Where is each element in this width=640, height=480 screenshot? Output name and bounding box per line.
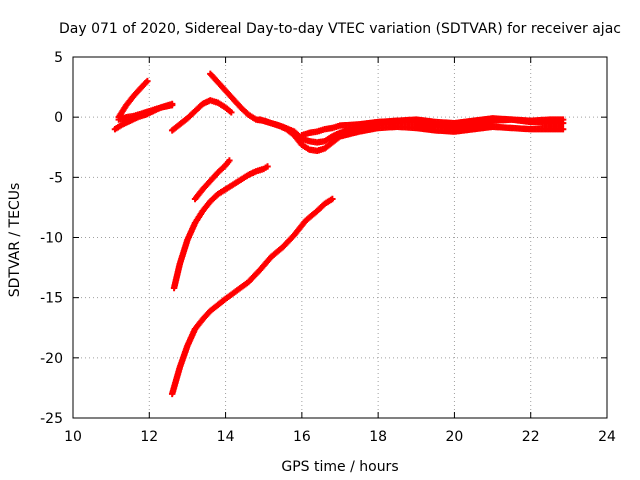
x-tick-label: 22: [522, 429, 540, 445]
chart-title: Day 071 of 2020, Sidereal Day-to-day VTE…: [59, 21, 621, 37]
x-tick-label: 24: [598, 429, 616, 445]
data-point-interp: [558, 119, 565, 127]
x-tick-label: 18: [369, 429, 387, 445]
data-point-interp: [143, 79, 150, 86]
data-point-interp: [226, 107, 234, 115]
series-arc-5: [207, 70, 567, 155]
x-axis-title: GPS time / hours: [281, 459, 398, 475]
y-tick-label: -20: [40, 351, 63, 367]
series-arc-7: [298, 116, 567, 139]
series-arc-4: [168, 97, 235, 134]
data-point-interp: [558, 126, 565, 133]
axis-ticks: 10 12 14 16 18 20 22 24 -25 -20 -15 -10 -5 0 5: [40, 50, 616, 445]
data-point-interp: [304, 145, 312, 152]
data-point-interp: [251, 168, 258, 176]
y-tick-label: 0: [54, 110, 63, 126]
data-point-interp: [319, 138, 327, 145]
data-point-interp: [167, 101, 174, 108]
y-tick-label: -25: [40, 411, 63, 427]
y-axis-title: SDTVAR / TECUs: [7, 183, 23, 298]
series-arc-9: [170, 163, 271, 292]
data-point-interp: [151, 106, 159, 113]
x-tick-label: 14: [217, 429, 235, 445]
x-tick-label: 16: [293, 429, 311, 445]
y-tick-label: -5: [49, 170, 63, 186]
data-point-interp: [136, 110, 143, 118]
x-tick-label: 12: [140, 429, 158, 445]
data-point-interp: [224, 158, 232, 166]
series-arc-10: [168, 195, 336, 398]
data-point-interp: [144, 108, 151, 115]
series-arc-8: [191, 157, 233, 203]
y-tick-label: -10: [40, 231, 63, 247]
y-tick-label: -15: [40, 291, 63, 307]
data-series-layer: [111, 70, 567, 398]
grid-lines: [73, 57, 607, 418]
data-point-interp: [266, 119, 273, 126]
y-tick-label: 5: [54, 50, 63, 66]
series-arc-3: [115, 100, 176, 123]
data-point-interp: [262, 164, 269, 171]
x-tick-label: 20: [446, 429, 464, 445]
data-point-interp: [258, 166, 266, 173]
x-tick-label: 10: [64, 429, 82, 445]
data-point-interp: [212, 98, 220, 106]
data-point-interp: [277, 123, 285, 130]
data-point-interp: [159, 103, 166, 111]
data-point-interp: [251, 115, 258, 122]
data-point-interp: [327, 196, 335, 204]
